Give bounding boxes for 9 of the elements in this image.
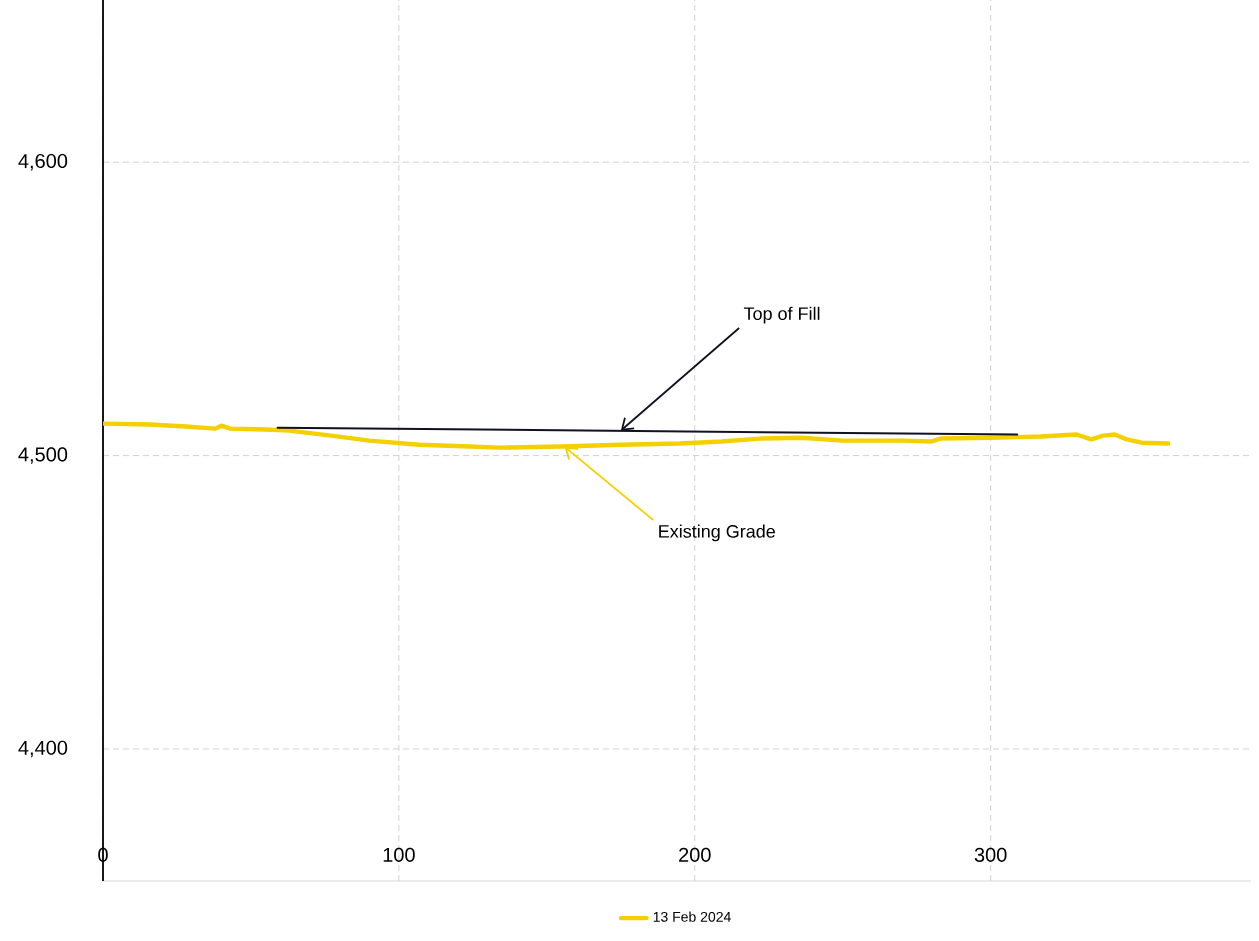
legend-label: 13 Feb 2024 xyxy=(653,911,731,922)
x-tick-label: 200 xyxy=(679,847,711,862)
annotation: Existing Grade xyxy=(659,524,775,542)
x-tick-label: 100 xyxy=(383,847,415,862)
annotation: Top of Fill xyxy=(743,306,820,324)
y-tick-label: 4,500 xyxy=(18,447,68,464)
y-tick-label: 4,600 xyxy=(18,153,68,171)
y-tick-label: 4,400 xyxy=(18,740,68,758)
x-tick-label: 300 xyxy=(974,847,1007,862)
